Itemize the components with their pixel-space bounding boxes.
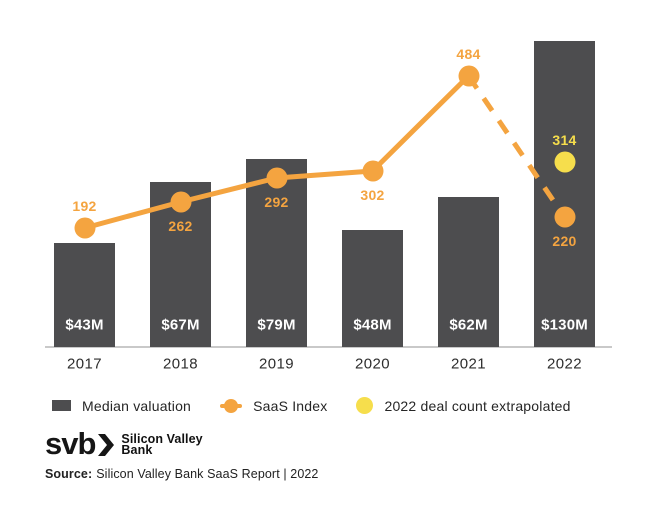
legend-label-median-valuation: Median valuation (82, 397, 192, 414)
saas-index-point-2019 (266, 167, 287, 189)
bar-value-label-2020: $48M (353, 316, 392, 334)
saas-index-point-2018 (170, 191, 191, 213)
source-text: Silicon Valley Bank SaaS Report | 2022 (96, 467, 319, 481)
legend-label-extrapolated: 2022 deal count extrapolated (384, 397, 571, 414)
x-axis-tick-2021: 2021 (451, 355, 486, 373)
saas-index-value-2021: 484 (456, 46, 481, 62)
svb-logo: svb Silicon Valley Bank (45, 426, 318, 461)
saas-index-value-2018: 262 (168, 218, 193, 234)
x-axis-tick-2022: 2022 (547, 355, 582, 373)
saas-index-point-2017 (74, 217, 95, 239)
bar-value-label-2021: $62M (449, 316, 488, 334)
saas-index-value-2017: 192 (72, 198, 97, 214)
saas-index-value-2022: 220 (552, 233, 577, 249)
bar-2019 (246, 159, 307, 347)
bar-2021 (438, 197, 499, 347)
line-dot-swatch-icon (220, 398, 243, 413)
bar-2020 (342, 230, 403, 347)
saas-index-point-2022 (554, 206, 575, 228)
saas-index-point-2021 (458, 65, 479, 87)
x-axis-tick-2019: 2019 (259, 355, 294, 373)
saas-index-value-2019: 292 (264, 194, 289, 210)
extrapolated-dot-swatch-icon (356, 397, 374, 414)
saas-index-value-2020: 302 (360, 187, 385, 203)
saas-index-line-dashed (466, 74, 567, 219)
legend-label-saas-index: SaaS Index (253, 397, 328, 414)
svb-logo-wordmark: svb (45, 426, 96, 461)
svb-chevron-icon (98, 434, 115, 456)
bar-value-label-2022: $130M (541, 316, 588, 334)
saas-index-point-2020 (362, 160, 383, 182)
legend: Median valuation SaaS Index 2022 deal co… (52, 397, 571, 414)
svb-logo-name-line2: Bank (121, 442, 153, 457)
bar-swatch-icon (52, 400, 71, 411)
legend-item-median-valuation: Median valuation (52, 398, 191, 414)
bar-value-label-2018: $67M (161, 316, 200, 334)
footer: svb Silicon Valley Bank Source: Silicon V… (45, 426, 318, 481)
svb-logo-name: Silicon Valley Bank (121, 432, 203, 457)
x-axis-tick-2018: 2018 (163, 355, 198, 373)
bar-value-label-2019: $79M (257, 316, 296, 334)
legend-item-saas-index: SaaS Index (220, 398, 327, 414)
x-axis-tick-2017: 2017 (67, 355, 102, 373)
extrapolated-point-2022 (554, 151, 575, 173)
legend-item-extrapolated: 2022 deal count extrapolated (356, 397, 570, 414)
source-line: Source: Silicon Valley Bank SaaS Report |… (45, 467, 318, 481)
extrapolated-value-2022: 314 (552, 132, 577, 148)
svb-logo-name-line1: Silicon Valley (121, 432, 203, 446)
bar-2017 (54, 243, 115, 347)
source-label: Source: (45, 467, 93, 481)
bar-value-label-2017: $43M (65, 316, 104, 334)
x-axis-tick-2020: 2020 (355, 355, 390, 373)
x-axis-line (45, 346, 612, 348)
bar-2022 (534, 41, 595, 347)
